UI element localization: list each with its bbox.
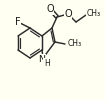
Text: O: O bbox=[46, 4, 54, 14]
Text: CH₃: CH₃ bbox=[87, 10, 101, 18]
Text: F: F bbox=[15, 17, 21, 27]
Text: CH₃: CH₃ bbox=[68, 40, 82, 48]
Text: H: H bbox=[44, 58, 50, 68]
Text: N: N bbox=[39, 55, 45, 64]
Text: O: O bbox=[64, 9, 72, 19]
